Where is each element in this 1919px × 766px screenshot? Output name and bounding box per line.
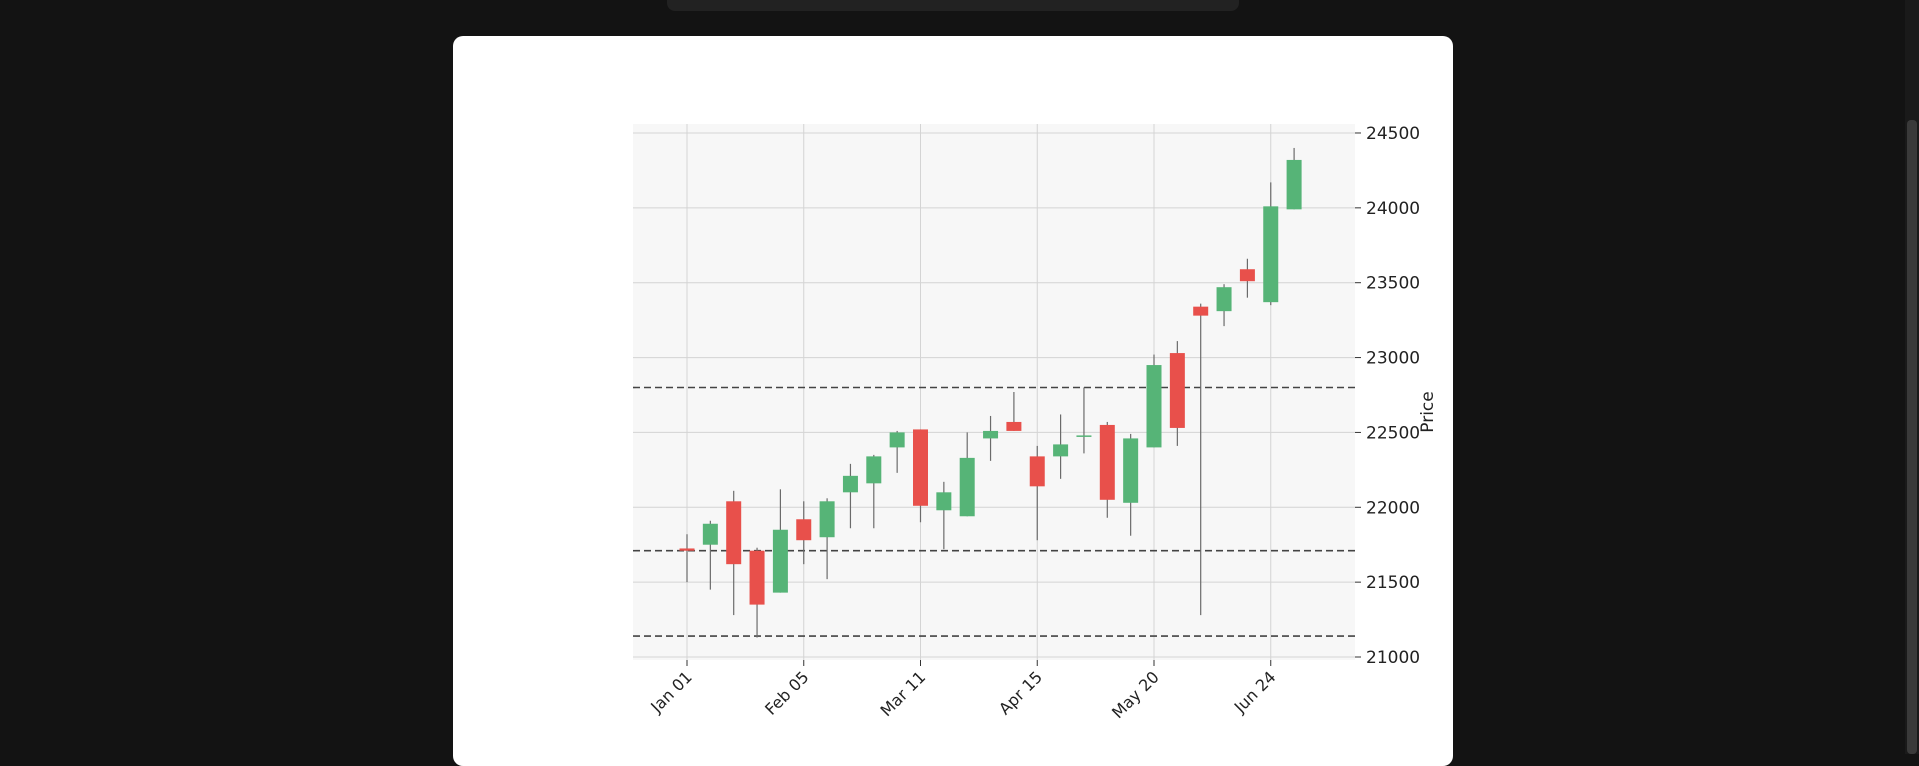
candle <box>702 520 718 590</box>
x-tick-label: May 20 <box>1108 667 1163 722</box>
candle <box>1239 258 1255 298</box>
candle <box>1263 182 1279 306</box>
candle-body <box>1263 206 1279 303</box>
y-tick-label: 23500 <box>1366 274 1420 294</box>
scrollbar-thumb[interactable] <box>1907 120 1917 754</box>
candlestick-chart: 21000 21500 22000 22500 23000 23500 24000 24500… <box>633 124 1438 722</box>
x-tick-label: Mar 11 <box>877 667 930 720</box>
chart-card: 21000 21500 22000 22500 23000 23500 24000 24500… <box>453 36 1453 766</box>
candle-body <box>679 548 695 551</box>
candle <box>1029 445 1045 541</box>
candle-body <box>936 492 952 511</box>
candle-body <box>1099 424 1115 500</box>
candle <box>1076 387 1092 454</box>
candle <box>1193 303 1209 616</box>
x-axis: Jan 01 Feb 05 Mar 11 Apr 15 May 20 Jun 24 <box>646 660 1280 722</box>
candle <box>959 432 975 517</box>
candle <box>983 415 999 461</box>
candle <box>1146 354 1162 448</box>
candle <box>819 498 835 580</box>
candle <box>679 534 695 583</box>
candle <box>936 481 952 550</box>
y-tick-label: 21500 <box>1366 573 1420 593</box>
candle <box>1053 414 1069 479</box>
y-tick-label: 22000 <box>1366 498 1420 518</box>
candle-body <box>959 457 975 517</box>
candle-body <box>1169 353 1185 428</box>
candle <box>1216 284 1232 327</box>
candle <box>913 429 928 523</box>
y-axis: 21000 21500 22000 22500 23000 23500 24000 24500 <box>1355 124 1420 668</box>
x-tick-label: Apr 15 <box>995 667 1046 718</box>
candle <box>772 489 788 593</box>
y-tick-label: 23000 <box>1366 349 1420 369</box>
candle-body <box>842 475 858 493</box>
candle <box>866 454 882 529</box>
candle-body <box>983 430 999 439</box>
candle-body <box>1006 421 1022 431</box>
x-tick-label: Feb 05 <box>761 667 812 718</box>
candle-body <box>866 456 882 484</box>
top-tab-bar <box>667 0 1239 11</box>
candle-body <box>749 550 765 605</box>
y-tick-label: 22500 <box>1366 423 1420 443</box>
candle <box>1006 392 1022 431</box>
candle <box>726 490 742 616</box>
candle-body <box>1146 365 1162 448</box>
candle <box>1099 421 1115 518</box>
candle-body <box>889 432 905 448</box>
scrollbar[interactable] <box>1905 0 1919 754</box>
y-tick-label: 24000 <box>1366 199 1420 219</box>
candle-body <box>796 519 812 541</box>
candle <box>1123 433 1139 536</box>
candle-body <box>1123 438 1139 503</box>
y-axis-label: Price <box>1418 391 1438 432</box>
candle-body <box>1053 444 1069 457</box>
candle <box>842 463 858 529</box>
candle-body <box>1029 456 1045 487</box>
plot-area <box>633 124 1355 660</box>
candle-body <box>1076 435 1092 437</box>
x-tick-label: Jun 24 <box>1230 667 1280 717</box>
candle <box>1286 147 1302 210</box>
candle-body <box>772 529 788 593</box>
x-tick-label: Jan 01 <box>646 667 696 717</box>
y-tick-label: 24500 <box>1366 124 1420 144</box>
candle-body <box>702 523 718 545</box>
candle <box>796 501 812 565</box>
y-tick-label: 21000 <box>1366 648 1420 668</box>
candle <box>1169 341 1185 446</box>
candle-body <box>1216 287 1232 312</box>
candle-body <box>819 501 835 538</box>
candle-body <box>1286 159 1302 210</box>
candle-body <box>1239 269 1255 282</box>
candle <box>889 430 905 473</box>
candle-body <box>913 429 928 506</box>
candle-body <box>726 501 742 565</box>
candles <box>679 147 1302 638</box>
candle <box>749 547 765 638</box>
candle-body <box>1193 306 1209 316</box>
